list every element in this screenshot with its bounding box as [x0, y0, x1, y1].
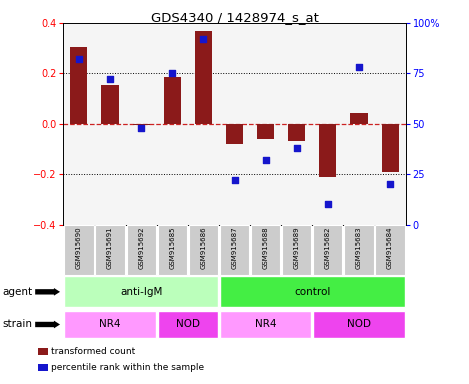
- Bar: [164, 77, 181, 124]
- Point: [231, 177, 238, 184]
- Point: [355, 65, 363, 71]
- Bar: [195, 31, 212, 124]
- Bar: [226, 124, 243, 144]
- Point: [262, 157, 269, 163]
- Bar: [101, 85, 119, 124]
- Text: transformed count: transformed count: [51, 347, 135, 356]
- Text: NOD: NOD: [176, 319, 200, 329]
- Text: GSM915685: GSM915685: [169, 227, 175, 269]
- Bar: [288, 124, 305, 141]
- Text: strain: strain: [2, 319, 32, 329]
- Text: control: control: [294, 287, 331, 297]
- Text: NR4: NR4: [255, 319, 276, 329]
- Text: NR4: NR4: [99, 319, 121, 329]
- Text: percentile rank within the sample: percentile rank within the sample: [51, 363, 204, 372]
- Point: [168, 70, 176, 76]
- Point: [75, 56, 83, 63]
- Text: GDS4340 / 1428974_s_at: GDS4340 / 1428974_s_at: [151, 12, 318, 25]
- Point: [386, 181, 394, 187]
- Point: [324, 202, 332, 208]
- Bar: [257, 124, 274, 139]
- Bar: [319, 124, 336, 177]
- Text: GSM915691: GSM915691: [107, 227, 113, 269]
- Text: GSM915686: GSM915686: [200, 227, 206, 269]
- Point: [137, 125, 145, 131]
- Text: agent: agent: [2, 287, 32, 297]
- Bar: [133, 124, 150, 125]
- Point: [200, 36, 207, 42]
- Bar: [350, 113, 368, 124]
- Text: anti-IgM: anti-IgM: [120, 287, 162, 297]
- Text: NOD: NOD: [347, 319, 371, 329]
- Text: GSM915690: GSM915690: [76, 227, 82, 269]
- Bar: [70, 47, 87, 124]
- Text: GSM915682: GSM915682: [325, 227, 331, 269]
- Text: GSM915689: GSM915689: [294, 227, 300, 269]
- Text: GSM915692: GSM915692: [138, 227, 144, 269]
- Text: GSM915688: GSM915688: [263, 227, 269, 269]
- Bar: [382, 124, 399, 172]
- Point: [106, 76, 114, 83]
- Text: GSM915687: GSM915687: [232, 227, 237, 269]
- Point: [293, 145, 301, 151]
- Text: GSM915683: GSM915683: [356, 227, 362, 269]
- Text: GSM915684: GSM915684: [387, 227, 393, 269]
